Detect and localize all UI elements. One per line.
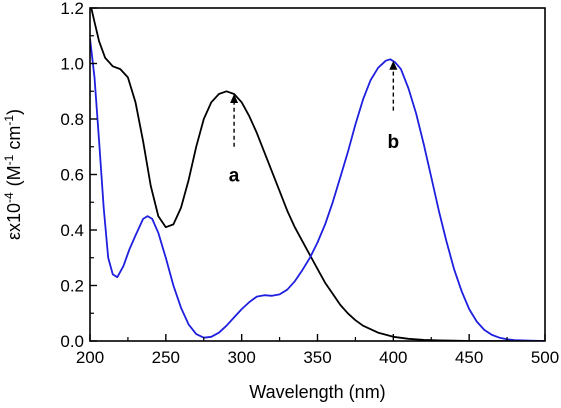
x-tick-label: 200	[76, 348, 104, 367]
series-line-2	[90, 38, 545, 341]
y-axis-label-prefix: εx10	[4, 203, 24, 240]
plot-frame	[89, 7, 546, 342]
x-tick-label: 500	[531, 348, 559, 367]
tick-labels: 200 250 300 350 400 450 500 0.0 0.2 0.4 0.6 0.8 1.0 1…	[60, 0, 559, 367]
y-tick-label: 0.6	[60, 166, 84, 185]
x-tick-label: 350	[303, 348, 331, 367]
annotation-label-b: b	[388, 132, 400, 153]
y-axis-label: εx10-4(M-1cm-1)	[2, 109, 24, 240]
annotation-arrowhead-a	[230, 94, 239, 104]
y-axis-label-close: )	[4, 109, 24, 115]
series-line-1	[90, 8, 545, 341]
annotations: ab	[229, 60, 400, 187]
y-axis-label-units-mid: cm	[4, 126, 24, 150]
annotation-arrowhead-b	[389, 60, 398, 70]
x-tick-label: 400	[379, 348, 407, 367]
plot-lines	[90, 8, 545, 341]
x-tick-label: 450	[455, 348, 483, 367]
annotation-label-a: a	[229, 166, 240, 187]
x-tick-label: 300	[227, 348, 255, 367]
y-axis-label-units-exp1: -1	[2, 154, 16, 165]
y-tick-label: 0.2	[60, 277, 84, 296]
y-axis-label-units: (M	[4, 165, 24, 186]
y-axis-label-exp: -4	[2, 192, 16, 203]
y-axis-label-units-exp2: -1	[2, 115, 16, 126]
y-tick-label: 0.8	[60, 110, 84, 129]
y-tick-label: 1.0	[60, 55, 84, 74]
y-tick-label: 0.0	[60, 332, 84, 351]
x-tick-label: 250	[152, 348, 180, 367]
axis-ticks	[89, 7, 546, 342]
y-tick-label: 0.4	[60, 221, 84, 240]
x-axis-label: Wavelength (nm)	[249, 382, 385, 402]
y-tick-label: 1.2	[60, 0, 84, 18]
